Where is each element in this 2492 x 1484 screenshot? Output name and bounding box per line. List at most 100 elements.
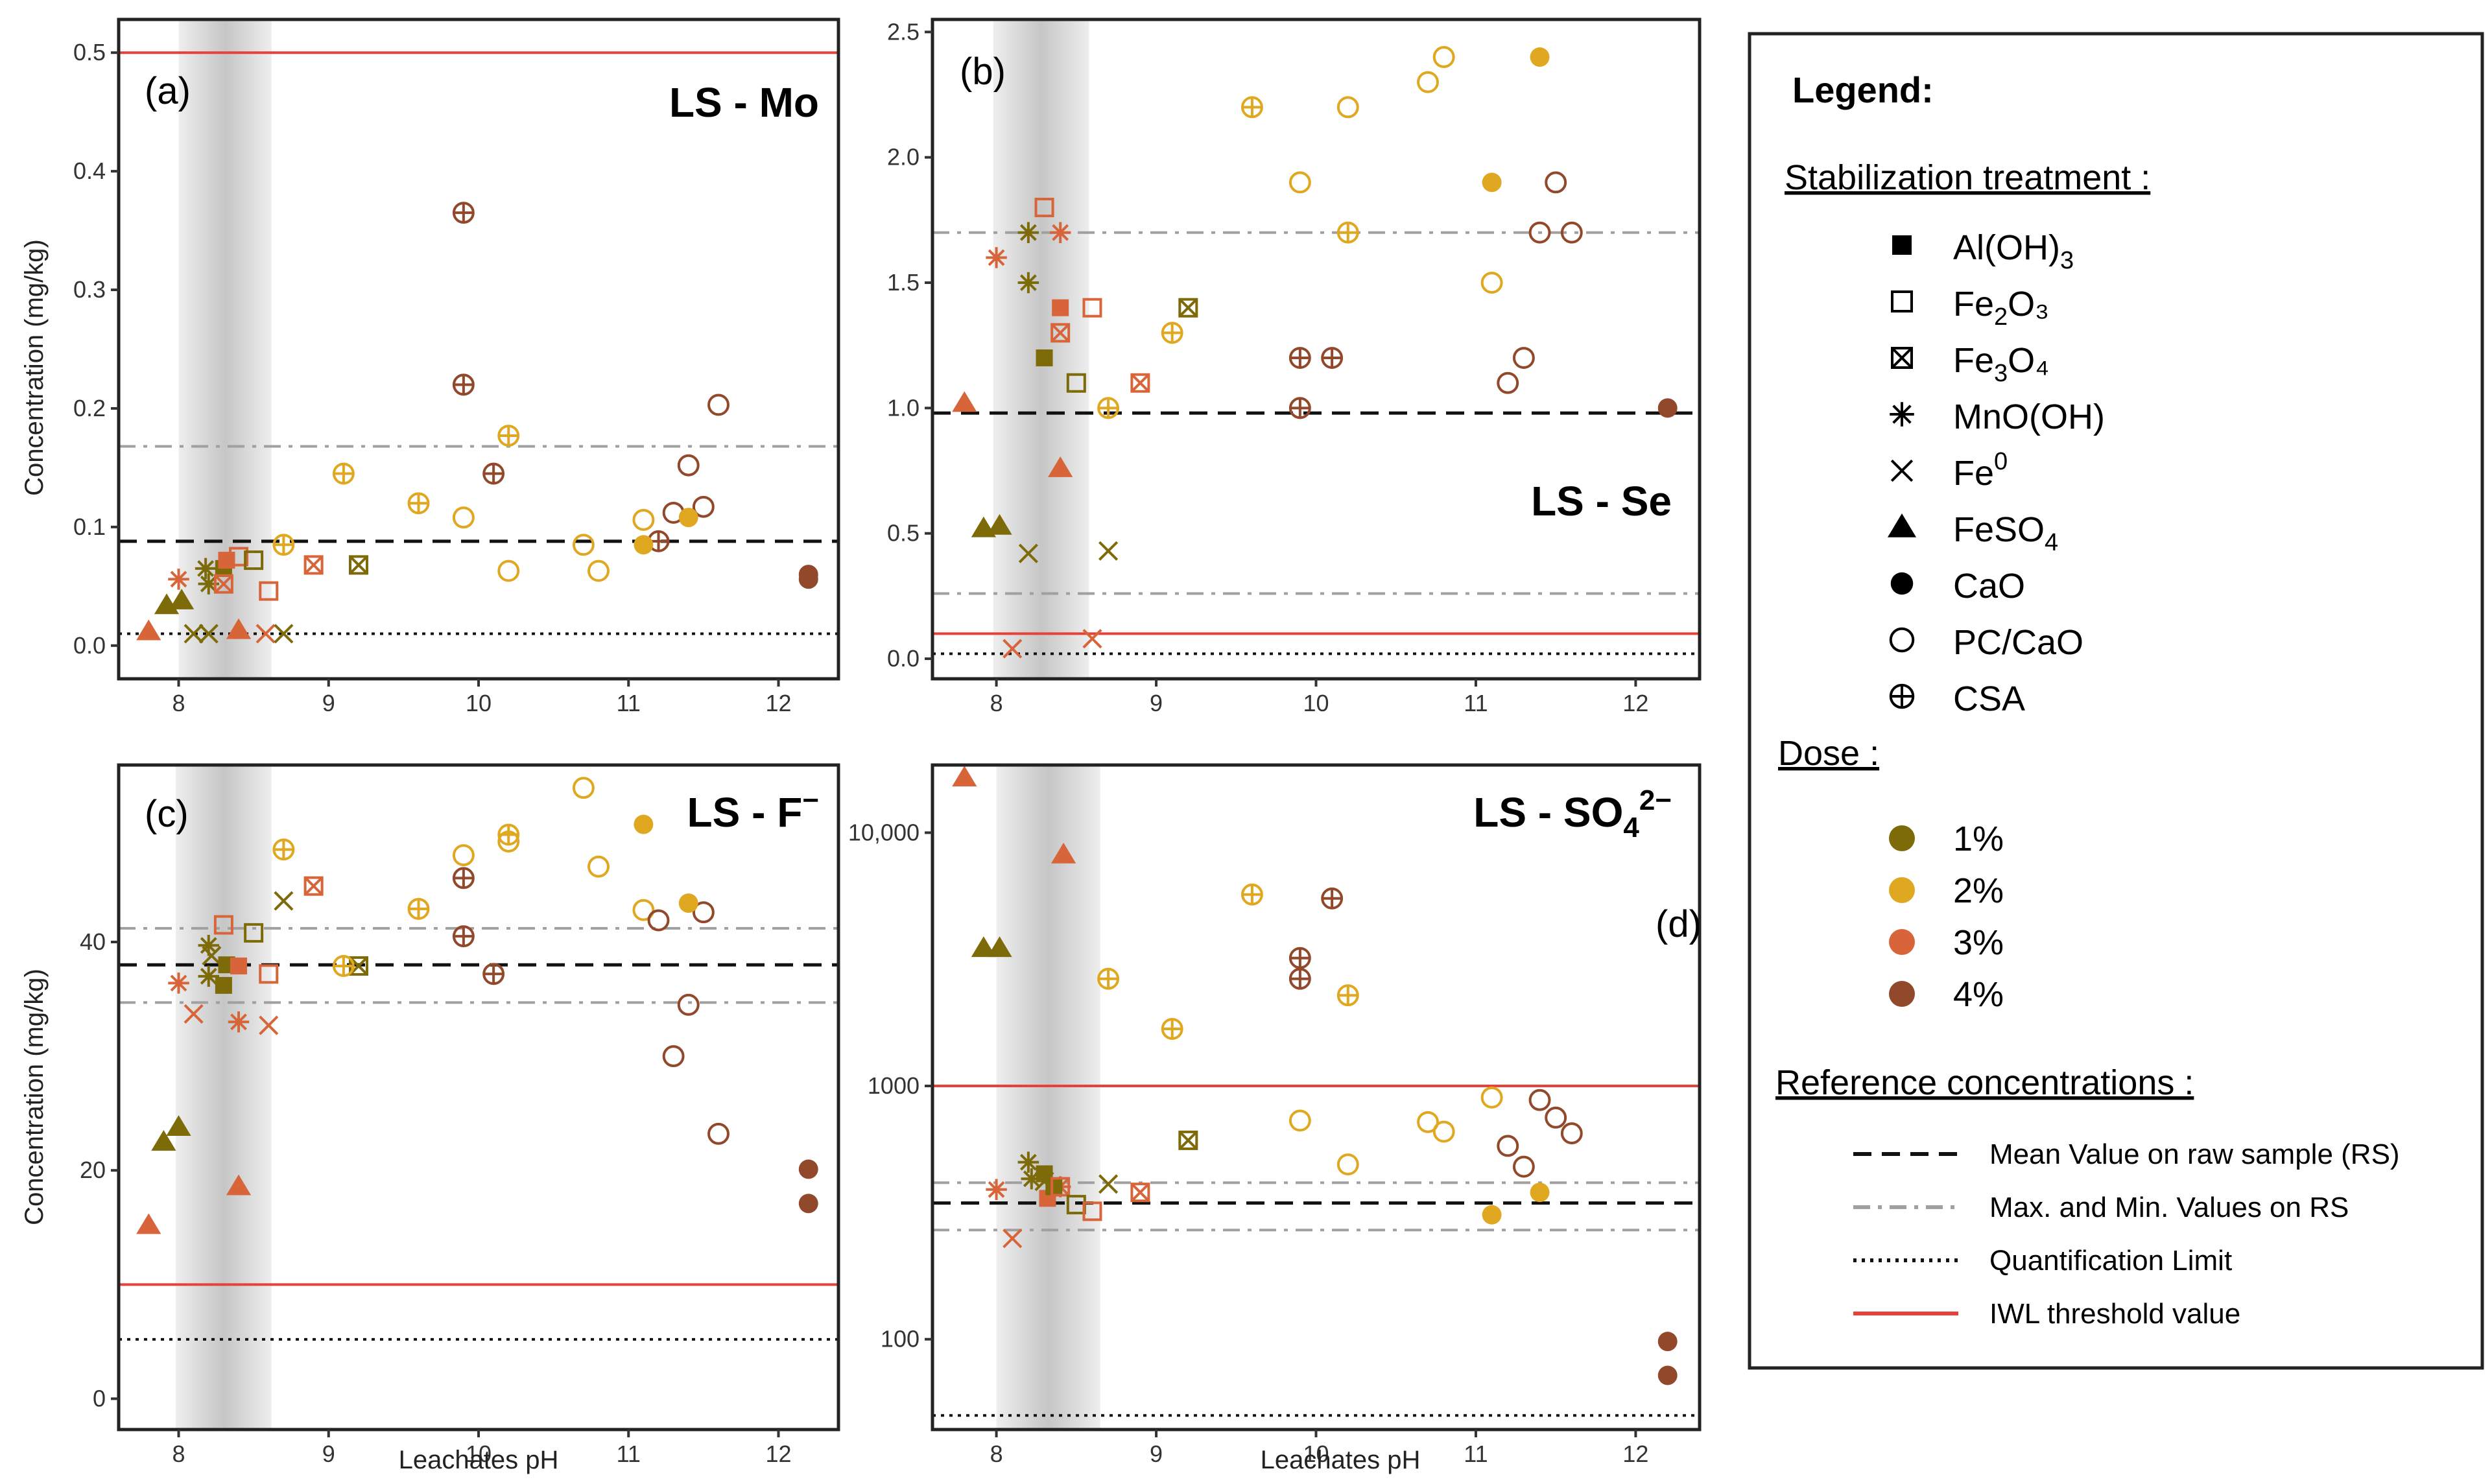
data-point-c-14: [230, 957, 247, 974]
data-point-a-6: [198, 573, 219, 595]
data-point-c-32: [647, 909, 670, 932]
data-point-a-30: [587, 559, 610, 582]
panel-title-superscript: −: [802, 784, 819, 816]
data-point-d-26: [1288, 1109, 1311, 1132]
panel-title: LS - F−: [687, 784, 819, 836]
data-point-b-20: [1097, 397, 1120, 419]
panel-title: LS - Mo: [669, 79, 819, 126]
legend-label-subscript: 2: [1994, 303, 2008, 331]
legend-label-main: MnO(OH): [1953, 397, 2105, 436]
data-point-b-22: [1240, 96, 1263, 119]
data-point-d-25: [1336, 984, 1359, 1007]
data-point-c-31: [632, 899, 655, 921]
legend-reference-solid: IWL threshold value: [1853, 1298, 2240, 1330]
panel-a: 8 9 10 11 12 0.0 0.1 0.2 0.3 0.4 0.5 (a) LS - Mo: [73, 18, 840, 716]
data-point-b-24: [1288, 397, 1311, 419]
data-point-c-6: [198, 965, 219, 987]
legend-treatment-MnOOH: MnO(OH): [1890, 397, 2105, 436]
data-point-c-7: [228, 1011, 250, 1033]
data-point-a-20: [332, 462, 355, 485]
data-point-d-20: [1161, 1018, 1183, 1040]
data-point-d-32: [1512, 1155, 1535, 1178]
legend-dose-label: 3%: [1953, 923, 2004, 962]
crossed-square-icon: [1891, 347, 1913, 369]
data-point-c-3: [226, 1174, 252, 1195]
panel-title-main: LS - SO: [1473, 789, 1623, 836]
filled-circle-icon: [1890, 572, 1914, 595]
data-point-c-17: [259, 964, 279, 984]
legend-label-main: Fe: [1953, 285, 1994, 324]
data-point-c-0: [136, 1213, 161, 1234]
ph-shade-band: [996, 765, 1100, 1430]
data-point-a-33: [677, 454, 700, 477]
legend-dose-2: 2%: [1889, 871, 2004, 910]
data-point-a-37: [678, 508, 698, 528]
legend-reference-label: Quantification Limit: [1989, 1245, 2232, 1277]
data-point-b-6: [1017, 272, 1039, 294]
data-point-a-5: [195, 558, 217, 580]
data-point-b-36: [1560, 221, 1583, 244]
y-axis-title-top: Concentration (mg/kg): [20, 239, 49, 496]
legend-treatment-label: MnO(OH): [1953, 397, 2105, 436]
data-point-a-13: [229, 547, 248, 567]
data-point-b-11: [1098, 541, 1119, 561]
data-point-a-35: [707, 394, 730, 416]
x-tick-label: 10: [1303, 1441, 1329, 1467]
panel-title-superscript: 2−: [1639, 784, 1672, 816]
data-point-c-38: [678, 893, 698, 913]
x-tick-label: 8: [172, 690, 185, 716]
legend-title: Legend:: [1792, 69, 1934, 110]
open-square-icon: [1891, 290, 1913, 312]
legend-treatment-label: CaO: [1953, 567, 2025, 606]
x-tick-label: 11: [1464, 690, 1488, 716]
legend-dose-label: 1%: [1953, 819, 2004, 858]
legend-dose-1: 1%: [1889, 819, 2004, 858]
data-point-c-40: [798, 1194, 818, 1214]
data-point-c-30: [587, 855, 610, 878]
y-tick-label: 0.1: [73, 513, 106, 540]
data-point-a-15: [259, 581, 279, 601]
data-point-c-34: [677, 993, 700, 1016]
legend-dose-label: 2%: [1953, 871, 2004, 910]
data-point-a-29: [572, 534, 595, 556]
data-point-d-17: [1130, 1183, 1150, 1203]
data-point-d-36: [1482, 1205, 1502, 1225]
data-point-a-18: [349, 555, 368, 575]
panel-title-subscript: 4: [1623, 812, 1639, 843]
legend-dose-title: Dose :: [1778, 734, 1879, 773]
legend-label-subscript: 4: [2045, 529, 2058, 556]
panel-letter: (b): [960, 51, 1006, 93]
legend-label-suffix: O₄: [2008, 341, 2049, 380]
legend-treatment-FeSO4: FeSO4: [1887, 510, 2058, 556]
legend-reference-label: IWL threshold value: [1989, 1298, 2240, 1330]
filled-square-icon: [1892, 235, 1912, 255]
data-point-b-9: [1018, 543, 1038, 563]
y-tick-label: 100: [881, 1326, 920, 1352]
data-point-b-8: [1003, 639, 1023, 659]
dose-dot-icon: [1889, 929, 1915, 955]
legend-treatment-list: Al(OH)3Fe2O₃Fe3O₄MnO(OH)Fe0FeSO4CaOPC/Ca…: [1887, 228, 2105, 718]
y-tick-label: 0.0: [73, 632, 106, 659]
legend-reference-list: Mean Value on raw sample (RS) Max. and Mi…: [1853, 1138, 2400, 1330]
data-point-b-14: [1034, 198, 1054, 218]
ph-shade-band: [993, 19, 1089, 679]
data-point-c-23: [452, 867, 475, 889]
data-point-c-20: [272, 838, 295, 861]
legend-label-main: Al(OH): [1953, 228, 2060, 267]
legend-label-subscript: 3: [1994, 360, 2008, 387]
data-point-a-21: [407, 492, 430, 515]
legend-treatment-CaO: CaO: [1890, 567, 2025, 606]
panel-title-main: LS - Se: [1531, 478, 1672, 524]
x-mark-icon: [1890, 459, 1914, 482]
panel-c: 8 9 10 11 12 0 20 40 (c) LS - F−: [80, 763, 840, 1467]
x-tick-label: 11: [1464, 1441, 1488, 1467]
legend-dose-list: 1% 2% 3% 4%: [1889, 819, 2004, 1014]
x-tick-label: 10: [466, 690, 492, 716]
legend-reference-label: Max. and Min. Values on RS: [1989, 1192, 2349, 1223]
data-point-b-29: [1417, 71, 1439, 93]
legend-treatment-AlOH3: Al(OH)3: [1892, 228, 2074, 274]
data-point-a-2: [169, 589, 195, 609]
y-tick-label: 0.5: [887, 520, 920, 547]
legend-treatment-label: Fe0: [1953, 448, 2008, 493]
data-point-a-31: [632, 508, 655, 531]
